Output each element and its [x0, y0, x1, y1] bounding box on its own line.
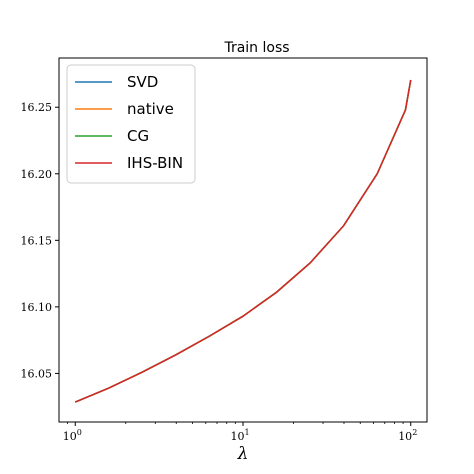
x-tick-label-base: 10: [63, 430, 77, 443]
x-axis: 100 101 102: [63, 422, 417, 443]
legend-label: SVD: [127, 73, 158, 91]
legend-label: native: [127, 100, 174, 118]
x-tick-label-exponent: 2: [412, 428, 417, 437]
x-tick-label-base: 10: [230, 430, 244, 443]
x-tick-label: 101: [230, 428, 249, 443]
x-axis-label: λ: [237, 444, 249, 464]
legend: SVD native CG IHS-BIN: [66, 64, 196, 184]
x-tick-label-exponent: 0: [77, 428, 82, 437]
y-tick-label: 16.15: [21, 234, 53, 247]
legend-box: [66, 64, 196, 184]
x-tick-label: 100: [63, 428, 82, 443]
y-tick-label: 16.20: [21, 168, 53, 181]
y-tick-label: 16.25: [21, 101, 53, 114]
y-tick-label: 16.05: [21, 367, 53, 380]
plot-frame: [58, 57, 428, 423]
chart-title: Train loss: [223, 40, 289, 56]
x-tick-label-exponent: 1: [244, 428, 249, 437]
series-layer: [74, 79, 412, 403]
legend-label: IHS-BIN: [127, 154, 183, 172]
y-tick-label: 16.10: [21, 301, 53, 314]
y-axis: 16.05 16.10 16.15 16.20 16.25: [21, 101, 59, 380]
x-tick-label: 102: [398, 428, 417, 443]
x-tick-label-base: 10: [398, 430, 412, 443]
legend-label: CG: [127, 127, 149, 145]
series-line-ihs-bin: [74, 79, 412, 403]
